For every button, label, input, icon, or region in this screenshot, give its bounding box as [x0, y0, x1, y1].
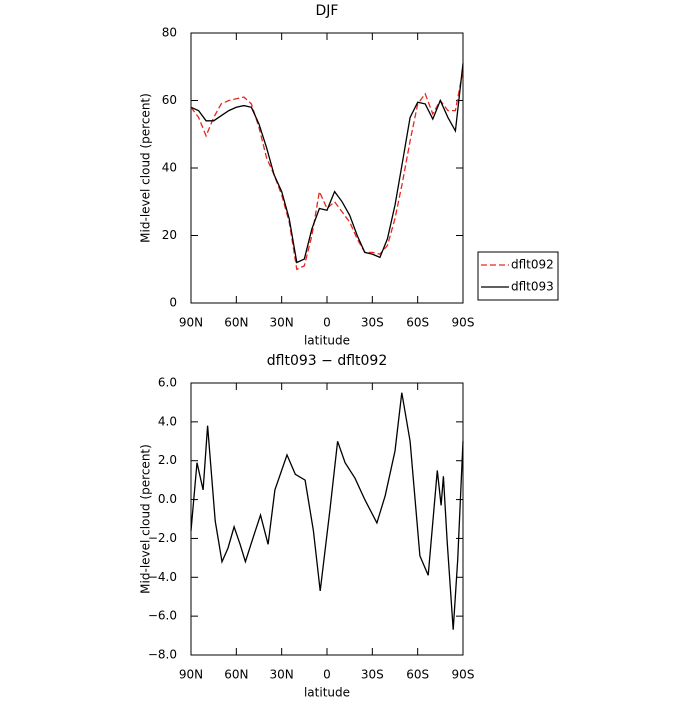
x-tick-label: 60N	[224, 668, 248, 682]
plot-frame	[190, 32, 464, 304]
legend-box	[477, 251, 559, 301]
y-tick-label: 0.0	[158, 492, 177, 506]
x-tick-label: 30S	[361, 668, 384, 682]
x-tick-label: 60N	[224, 316, 248, 330]
x-tick-label: 60S	[406, 316, 429, 330]
y-tick-label: −2.0	[148, 531, 177, 545]
data-line	[190, 63, 464, 264]
x-tick-label: 90S	[452, 316, 475, 330]
legend-label: dflt093	[511, 280, 554, 294]
y-tick-label: 2.0	[158, 453, 177, 467]
y-tick-label: 20	[162, 228, 177, 242]
x-axis-label: latitude	[304, 686, 350, 700]
y-tick-label: 80	[162, 26, 177, 40]
x-tick-label: 30N	[270, 668, 294, 682]
chart-title: dflt093 − dflt092	[267, 353, 387, 369]
chart-title: DJF	[316, 3, 339, 19]
x-tick-label: 90N	[179, 316, 203, 330]
plot-frame	[190, 382, 464, 656]
x-tick-label: 0	[323, 668, 331, 682]
x-axis-label: latitude	[304, 334, 350, 348]
legend-label: dflt092	[511, 258, 554, 272]
x-tick-label: 30S	[361, 316, 384, 330]
y-axis-label: Mid-level cloud (percent)	[139, 444, 153, 594]
x-tick-label: 90S	[452, 668, 475, 682]
y-tick-label: 0	[169, 296, 177, 310]
data-line	[190, 392, 464, 630]
x-tick-label: 30N	[270, 316, 294, 330]
x-tick-label: 90N	[179, 668, 203, 682]
y-axis-label: Mid-level cloud (percent)	[139, 93, 153, 243]
x-tick-label: 0	[323, 316, 331, 330]
y-tick-label: 6.0	[158, 376, 177, 390]
y-tick-label: −8.0	[148, 648, 177, 662]
y-tick-label: 60	[162, 93, 177, 107]
y-tick-label: −6.0	[148, 609, 177, 623]
x-tick-label: 60S	[406, 668, 429, 682]
y-tick-label: 40	[162, 161, 177, 175]
y-tick-label: −4.0	[148, 570, 177, 584]
y-tick-label: 4.0	[158, 414, 177, 428]
data-line	[190, 69, 464, 271]
